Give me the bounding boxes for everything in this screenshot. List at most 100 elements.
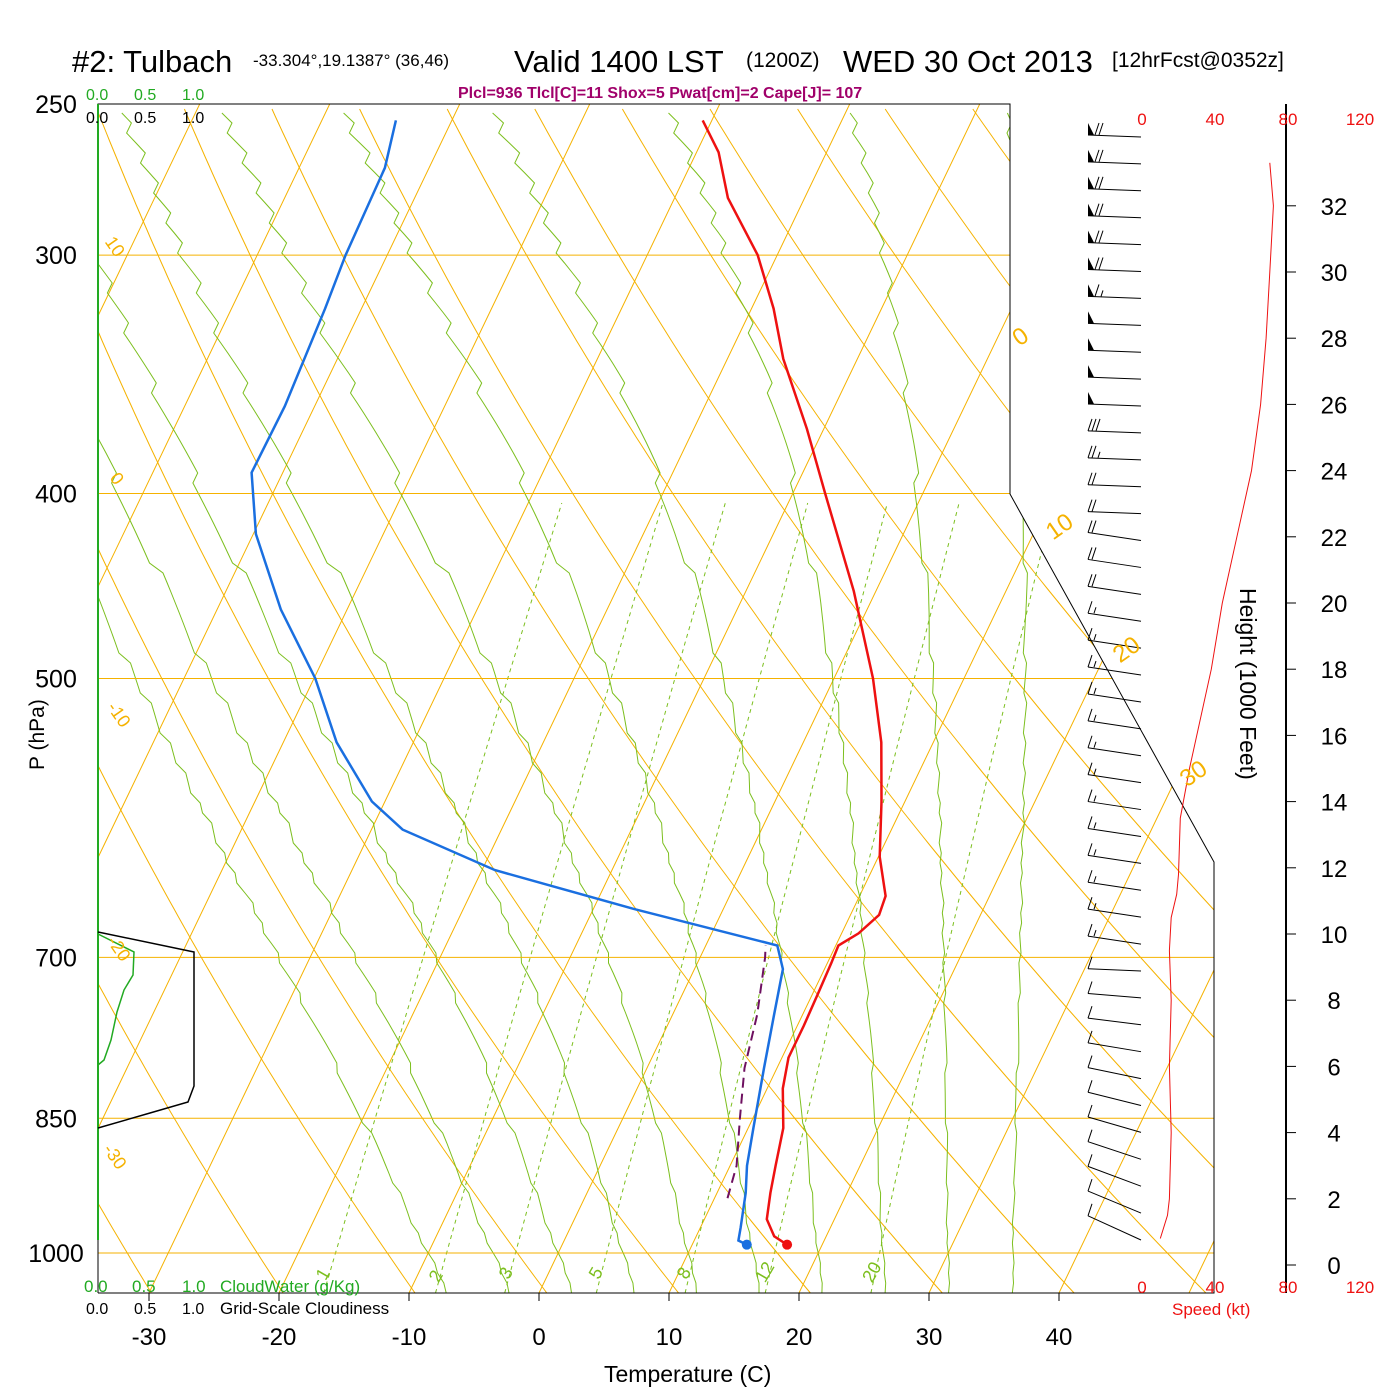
- pressure-label: 700: [35, 944, 77, 972]
- wind-barb-half: [1093, 687, 1097, 695]
- isotherm-label: 30: [1175, 755, 1212, 792]
- forecast-info: [12hrFcst@0352z]: [1112, 49, 1284, 72]
- dry-adiabat: [98, 108, 284, 1293]
- wind-barb-staff: [1087, 215, 1142, 219]
- wind-barb-flag: [1094, 203, 1100, 216]
- valid-date: WED 30 Oct 2013: [843, 44, 1093, 79]
- dry-adiabat: [797, 108, 1214, 1293]
- pressure-label: 250: [35, 91, 77, 119]
- wind-barb: [1087, 956, 1142, 972]
- wind-barb-flag: [1087, 1006, 1093, 1019]
- x-tick-label: 10: [656, 1324, 683, 1351]
- wind-barb: [1087, 520, 1142, 542]
- wind-barb: [1087, 601, 1142, 622]
- speed-tick-bottom: 120: [1346, 1278, 1374, 1297]
- dry-adiabat: [359, 108, 1207, 1293]
- wind-barb-staff: [1087, 349, 1142, 353]
- height-tick-label: 6: [1327, 1054, 1340, 1081]
- x-tick-label: -30: [132, 1324, 167, 1351]
- cloud-scale-bottom-green-1: 0.5: [132, 1277, 156, 1296]
- wind-barb-staff: [1087, 532, 1142, 542]
- wind-barb-flag: [1087, 627, 1093, 641]
- wind-barb: [1087, 1154, 1142, 1187]
- dry-adiabat-label: -10: [103, 698, 134, 731]
- wind-barb: [1087, 547, 1142, 568]
- wind-barb-staff: [1087, 881, 1142, 891]
- cloud-scale-bottom-black-2: 1.0: [182, 1301, 204, 1318]
- dry-adiabat: [709, 108, 1214, 1293]
- dry-adiabat: [183, 108, 943, 1293]
- wind-barb: [1087, 338, 1142, 353]
- wind-barb-flag: [1098, 122, 1104, 136]
- grid-layer: [98, 104, 1214, 1293]
- height-tick-label: 0: [1327, 1253, 1340, 1280]
- wind-barb-flag: [1087, 956, 1093, 969]
- wind-barb-half: [1093, 660, 1097, 668]
- height-tick-label: 8: [1327, 988, 1340, 1015]
- mixing-ratio-line: [323, 502, 563, 1293]
- pressure-label: 850: [35, 1105, 77, 1133]
- cloud-scale-bottom-green-0: 0.0: [84, 1277, 108, 1296]
- wind-barb-flag: [1087, 735, 1093, 748]
- surface-temperature-dot: [782, 1239, 793, 1250]
- wind-barb-staff: [1087, 269, 1142, 273]
- wind-barb-staff: [1087, 801, 1142, 811]
- wind-barb-staff: [1087, 376, 1142, 380]
- wind-barb: [1087, 257, 1142, 273]
- isotherm-line: [928, 104, 1214, 1293]
- wind-panel: [1087, 104, 1296, 1293]
- wind-barb-half: [1100, 290, 1104, 297]
- wind-barb-flag: [1087, 870, 1093, 883]
- wind-barb-flag: [1087, 981, 1093, 994]
- x-tick-label: 0: [532, 1324, 545, 1351]
- wind-barb-flag: [1087, 418, 1093, 432]
- wind-barb-pennant: [1088, 338, 1094, 351]
- wind-barb-flag: [1087, 897, 1093, 910]
- x-tick-label: -10: [392, 1324, 427, 1351]
- station-title: #2: Tulbach: [72, 44, 232, 79]
- wind-barb-staff: [1087, 1091, 1142, 1106]
- mixing-ratio-label: 20: [858, 1258, 885, 1285]
- wind-barb-flag: [1098, 203, 1104, 216]
- x-tick-label: -20: [262, 1324, 297, 1351]
- isotherm-line: [278, 104, 851, 1293]
- mixing-ratio-label: 12: [751, 1258, 778, 1285]
- wind-barb: [1087, 392, 1142, 407]
- isotherm-label: 0: [1007, 322, 1033, 352]
- wind-barb: [1087, 1178, 1142, 1214]
- wind-barb-half: [1093, 822, 1097, 829]
- wind-barb-half: [1093, 607, 1097, 614]
- wind-barb-staff: [1087, 1165, 1142, 1187]
- wind-barb-staff: [1087, 827, 1142, 837]
- wind-barb-half: [1093, 768, 1097, 775]
- wind-barb-flag: [1098, 149, 1104, 163]
- wind-barb-flag: [1087, 1104, 1093, 1118]
- wind-barb: [1087, 499, 1142, 515]
- wind-barb: [1087, 122, 1142, 138]
- wind-barb: [1087, 923, 1142, 945]
- wind-barb: [1087, 897, 1142, 918]
- station-coords: -33.304°,19.1387° (36,46): [253, 51, 449, 70]
- cloud-scale-bottom-black-1: 0.5: [134, 1301, 156, 1318]
- height-tick-label: 20: [1321, 591, 1348, 618]
- wind-barb: [1087, 1129, 1142, 1160]
- moist-adiabat: [343, 112, 760, 1293]
- wind-barb-flag: [1091, 499, 1097, 512]
- wind-barb: [1087, 735, 1142, 757]
- speed-tick-bottom: 80: [1279, 1278, 1298, 1297]
- moist-adiabat: [221, 112, 697, 1293]
- moist-adiabat: [492, 112, 823, 1293]
- dry-adiabat-label: -20: [103, 932, 134, 965]
- wind-barb: [1087, 681, 1142, 703]
- wind-barb-pennant: [1088, 392, 1094, 405]
- wind-barb: [1087, 843, 1142, 864]
- wind-barb-pennant: [1088, 203, 1094, 216]
- wind-barb-staff: [1087, 1067, 1142, 1080]
- wind-barb-flag: [1087, 681, 1093, 695]
- wind-barb: [1087, 1080, 1142, 1106]
- dry-adiabat-label: 10: [101, 233, 129, 261]
- height-tick-label: 22: [1321, 525, 1348, 552]
- wind-barb-pennant: [1088, 149, 1094, 162]
